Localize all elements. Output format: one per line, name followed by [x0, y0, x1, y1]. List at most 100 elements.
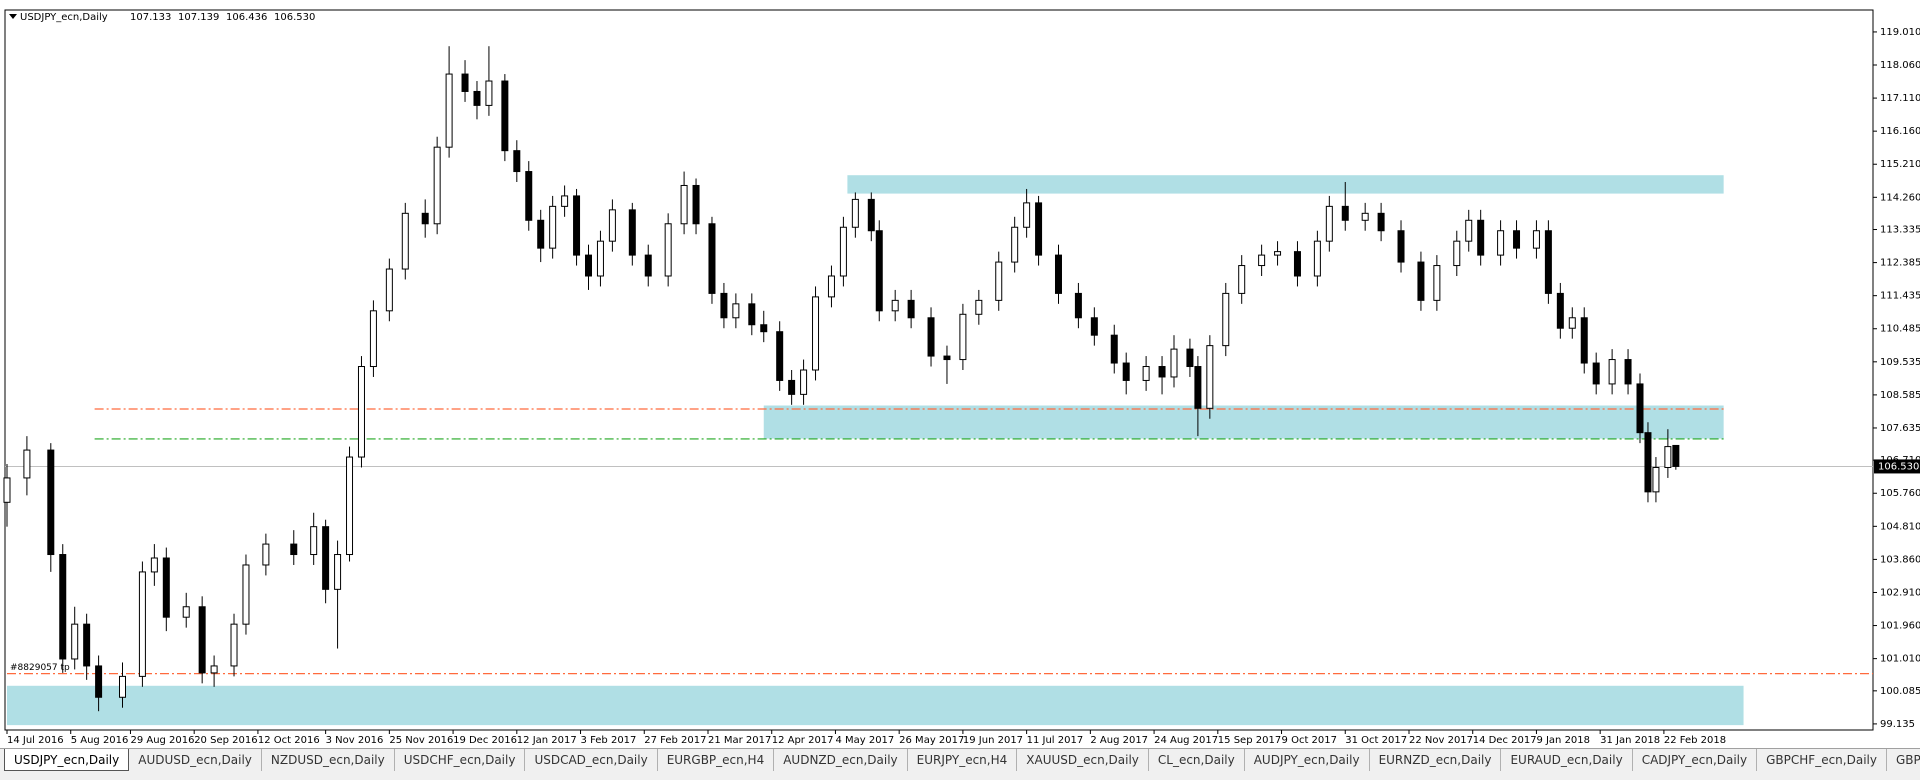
- candle-body: [1465, 219, 1473, 242]
- candle-body: [401, 212, 409, 270]
- candle-body: [776, 331, 784, 381]
- candle-body: [445, 73, 453, 148]
- candle-body: [385, 268, 393, 312]
- order-label: #8829057 tp: [10, 663, 70, 673]
- candle-body: [357, 366, 365, 458]
- x-tick-label: 3 Nov 2016: [326, 735, 384, 746]
- symbol-tab[interactable]: EURNZD_ecn,Daily: [1370, 749, 1502, 771]
- x-tick-label: 9 Jan 2018: [1536, 735, 1590, 746]
- candle-body: [561, 195, 569, 207]
- y-tick-label: 100.085: [1880, 686, 1920, 697]
- candle-body: [1090, 317, 1098, 336]
- candle-body: [421, 212, 429, 225]
- candle-body: [680, 184, 688, 225]
- candle-body: [1608, 359, 1616, 385]
- candle-body: [433, 146, 441, 225]
- y-tick-label: 103.860: [1880, 554, 1920, 565]
- zone: [763, 405, 1724, 439]
- candle-body: [1341, 205, 1349, 221]
- header-value: 107.133: [130, 12, 171, 23]
- candle-body: [230, 623, 238, 667]
- candle-body: [83, 623, 91, 667]
- symbol-tab[interactable]: EURJPY_ecn,H4: [908, 749, 1018, 771]
- symbol-tab[interactable]: EURGBP_ecn,H4: [658, 749, 775, 771]
- x-tick-label: 11 Jul 2017: [1027, 735, 1084, 746]
- x-tick-label: 20 Sep 2016: [194, 735, 257, 746]
- candle-body: [59, 554, 67, 660]
- candle-body: [1453, 240, 1461, 267]
- x-tick-label: 14 Dec 2017: [1473, 735, 1537, 746]
- candle-body: [525, 171, 533, 221]
- symbol-tab[interactable]: AUDJPY_ecn,Daily: [1245, 749, 1370, 771]
- symbol-tab[interactable]: AUDNZD_ecn,Daily: [774, 749, 908, 771]
- candle-body: [596, 240, 604, 277]
- x-tick-label: 15 Sep 2017: [1218, 735, 1281, 746]
- y-tick-label: 119.010: [1880, 27, 1920, 38]
- y-tick-label: 107.635: [1880, 423, 1920, 434]
- x-tick-label: 31 Oct 2017: [1345, 735, 1407, 746]
- x-tick-label: 26 May 2017: [899, 735, 964, 746]
- candle-body: [907, 299, 915, 319]
- symbol-tab[interactable]: USDCAD_ecn,Daily: [525, 749, 658, 771]
- y-tick-label: 108.585: [1880, 390, 1920, 401]
- x-tick-label: 27 Feb 2017: [644, 735, 706, 746]
- chart: USDJPY_ecn,Daily 107.133 107.139 106.436 106…: [3, 9, 1920, 746]
- candle-body: [585, 254, 593, 277]
- menu-triangle[interactable]: [9, 14, 17, 19]
- symbol-tab[interactable]: NZDUSD_ecn,Daily: [262, 749, 395, 771]
- symbol-tab[interactable]: CL_ecn,Daily: [1149, 749, 1245, 771]
- y-tick-label: 114.260: [1880, 192, 1920, 203]
- candle-body: [748, 303, 756, 326]
- symbol-tab[interactable]: USDJPY_ecn,Daily: [4, 749, 130, 771]
- candle-body: [1258, 254, 1266, 267]
- tab-bar: USDJPY_ecn,Daily AUDUSD_ecn,Daily NZDUSD_e…: [0, 748, 1920, 780]
- x-tick-label: 25 Nov 2016: [389, 735, 453, 746]
- candle-body: [473, 90, 481, 106]
- candle-body: [1293, 251, 1301, 277]
- candle-body: [760, 324, 768, 333]
- candle-body: [242, 564, 250, 625]
- symbol-tab[interactable]: XAUUSD_ecn,Daily: [1017, 749, 1149, 771]
- x-tick-label: 12 Apr 2017: [772, 735, 834, 746]
- candle-body: [322, 526, 330, 590]
- candle-body: [1652, 466, 1660, 493]
- candle-body: [1672, 444, 1680, 467]
- candle-body: [628, 209, 636, 256]
- candle-body: [1122, 362, 1130, 381]
- candle-body: [1194, 366, 1202, 409]
- candle-body: [788, 379, 796, 395]
- symbol-label: USDJPY_ecn,Daily: [20, 12, 108, 23]
- candle-body: [664, 223, 672, 277]
- candle-body: [1222, 292, 1230, 347]
- header-value: 106.436: [226, 12, 267, 23]
- candle-body: [573, 195, 581, 256]
- candle-body: [1397, 230, 1405, 263]
- header-value: 106.530: [274, 12, 315, 23]
- symbol-tab[interactable]: AUDUSD_ecn,Daily: [129, 749, 262, 771]
- candle-body: [839, 226, 847, 277]
- candle-body: [1544, 230, 1552, 294]
- x-tick-label: 4 May 2017: [835, 735, 894, 746]
- candle-body: [1238, 265, 1246, 294]
- candle-body: [1644, 432, 1652, 493]
- candle-body: [800, 369, 808, 395]
- x-tick-label: 19 Jun 2017: [963, 735, 1023, 746]
- symbol-tab[interactable]: EURAUD_ecn,Daily: [1501, 749, 1633, 771]
- y-tick-label: 99.135: [1880, 719, 1915, 730]
- candle-body: [1142, 366, 1150, 381]
- candle-body: [1110, 334, 1118, 364]
- zone: [6, 685, 1744, 726]
- candle-body: [461, 73, 469, 92]
- symbol-tab[interactable]: GBPJPY_ecn,Daily: [1887, 749, 1920, 771]
- symbol-tab[interactable]: USDCHF_ecn,Daily: [395, 749, 526, 771]
- candle-body: [290, 543, 298, 556]
- y-tick-label: 101.960: [1880, 621, 1920, 632]
- candle-body: [1664, 446, 1672, 468]
- candle-body: [485, 80, 493, 106]
- candle-body: [23, 449, 31, 479]
- symbol-tab[interactable]: GBPCHF_ecn,Daily: [1757, 749, 1887, 771]
- candle-body: [708, 223, 716, 294]
- y-tick-label: 110.485: [1880, 324, 1920, 335]
- x-tick-label: 31 Jan 2018: [1600, 735, 1660, 746]
- symbol-tab[interactable]: CADJPY_ecn,Daily: [1633, 749, 1758, 771]
